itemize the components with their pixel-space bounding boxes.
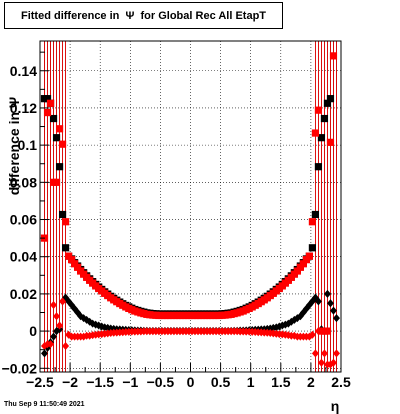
x-tick-label: −2.5 — [26, 374, 54, 390]
data-point — [74, 263, 82, 271]
data-point — [56, 321, 64, 330]
data-point — [314, 327, 322, 336]
x-tick-label: −2 — [62, 374, 78, 390]
data-point — [326, 95, 335, 103]
x-tick-label: 0 — [187, 374, 195, 390]
data-point — [326, 138, 335, 146]
x-tick-label: −1 — [122, 374, 138, 390]
data-point — [43, 95, 52, 103]
data-point — [58, 140, 67, 148]
data-point — [55, 125, 64, 133]
timestamp: Thu Sep 9 11:50:49 2021 — [4, 401, 85, 408]
data-point — [46, 99, 55, 107]
data-point — [329, 306, 337, 315]
data-point — [50, 332, 58, 341]
y-axis-title: difference in Ψ — [6, 97, 22, 195]
markers — [40, 52, 340, 369]
data-point — [308, 330, 316, 339]
y-tick-label: −0.02 — [2, 360, 38, 376]
data-point — [62, 341, 70, 350]
data-point — [311, 210, 320, 219]
data-point — [314, 297, 322, 306]
data-point — [305, 252, 313, 260]
data-point — [326, 299, 334, 308]
data-point — [323, 327, 332, 335]
data-point — [332, 349, 340, 358]
data-point — [311, 349, 319, 358]
data-point — [329, 52, 338, 60]
data-point — [47, 340, 55, 349]
data-point — [320, 114, 329, 123]
x-tick-label: 1.5 — [271, 374, 291, 390]
data-point — [311, 129, 320, 137]
data-point — [299, 260, 307, 268]
data-point — [323, 99, 332, 107]
y-tick-label: 0.12 — [10, 100, 37, 116]
y-tick-label: 0.06 — [10, 212, 37, 228]
tick-labels: −2.5 −2 −1.5 −1 −0.5 0 0.5 1 1.5 2 2.5 −0.02 0 0.02 0.… — [2, 63, 351, 390]
data-point — [329, 358, 337, 367]
data-point — [59, 297, 67, 306]
data-point — [49, 114, 58, 123]
y-tick-label: 0.02 — [10, 286, 37, 302]
data-point — [308, 244, 317, 252]
data-point — [55, 163, 64, 171]
y-tick-label: 0.08 — [10, 174, 37, 190]
data-point — [308, 218, 317, 226]
data-point — [52, 134, 61, 142]
x-axis-title: η — [331, 398, 340, 414]
chart-title: Fitted difference in Ψ for Global Rec Al… — [4, 2, 283, 29]
x-tick-label: 2 — [307, 374, 315, 390]
x-tick-label: 1 — [247, 374, 255, 390]
data-point — [320, 349, 328, 358]
data-point — [61, 244, 70, 252]
data-point — [68, 256, 76, 264]
x-tick-label: −0.5 — [147, 374, 175, 390]
grid — [40, 41, 341, 372]
y-tick-label: 0.14 — [10, 63, 37, 79]
y-tick-label: 0 — [29, 323, 37, 339]
data-point — [323, 289, 331, 298]
data-point — [52, 178, 61, 186]
data-point — [293, 267, 301, 275]
y-tick-label: 0.04 — [10, 249, 37, 265]
x-tick-label: 2.5 — [331, 374, 351, 390]
x-tick-label: 0.5 — [211, 374, 231, 390]
data-point — [41, 349, 49, 358]
data-point — [317, 134, 326, 142]
data-point — [314, 163, 323, 171]
x-tick-label: −1.5 — [86, 374, 114, 390]
y-tick-label: 0.1 — [18, 137, 38, 153]
data-point — [332, 314, 340, 323]
data-point — [61, 218, 70, 226]
data-point — [314, 106, 323, 114]
data-point — [50, 301, 58, 310]
axis-ticks — [39, 51, 342, 372]
data-point — [58, 210, 67, 219]
data-point — [43, 108, 52, 117]
data-point — [317, 358, 325, 367]
data-point — [53, 312, 61, 321]
